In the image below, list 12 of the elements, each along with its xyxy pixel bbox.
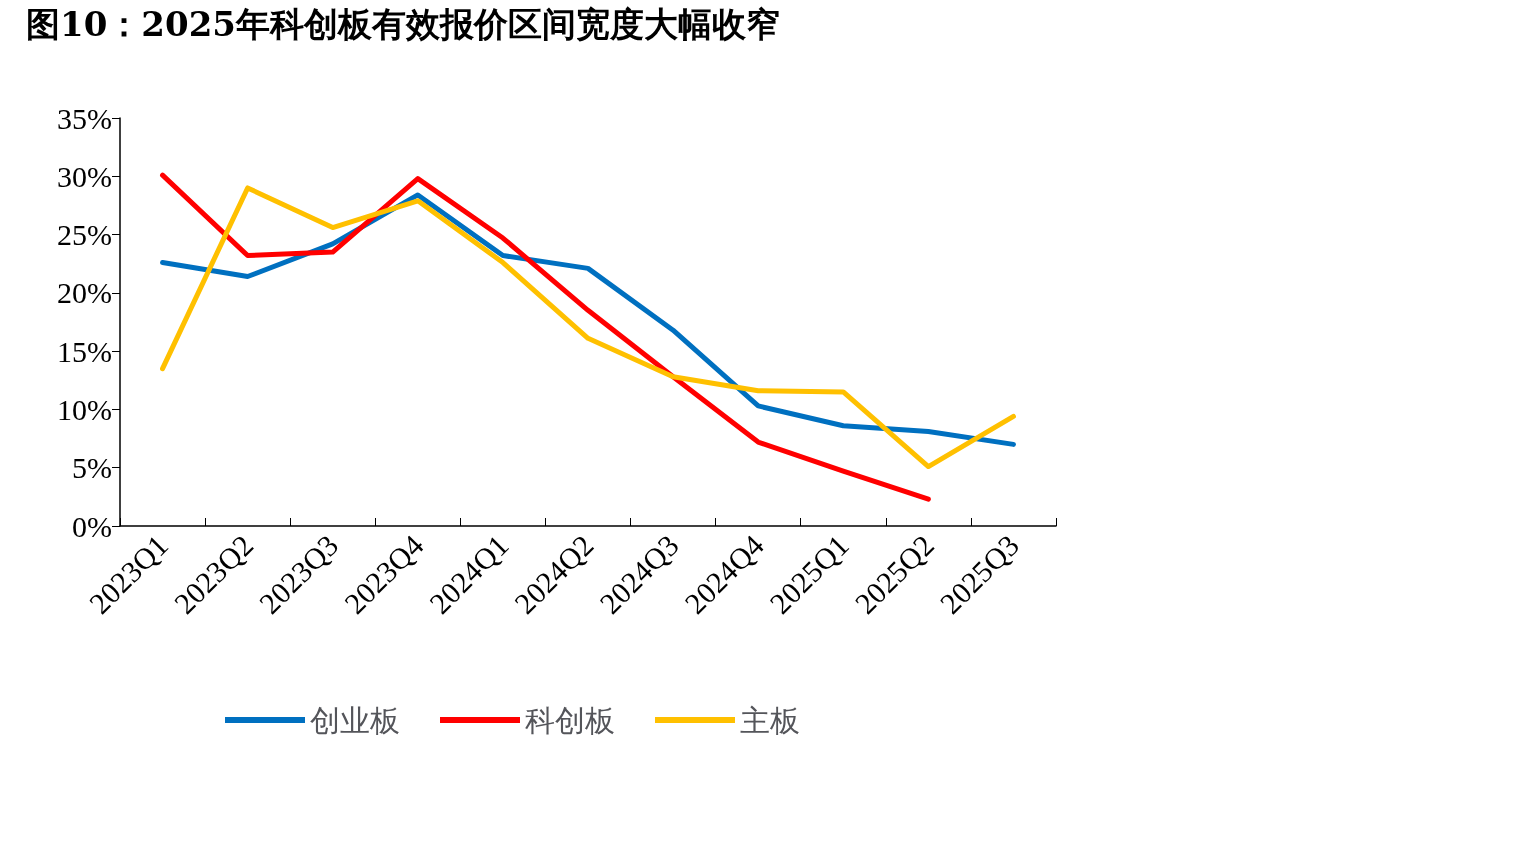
chart-title: 图10：2025年科创板有效报价区间宽度大幅收窄 (26, 3, 780, 46)
y-tick-label: 10% (57, 392, 112, 426)
legend-label: 科创板 (525, 703, 615, 737)
y-tick-label: 35% (57, 101, 112, 135)
legend-label: 主板 (740, 703, 800, 737)
y-tick-label: 30% (57, 159, 112, 193)
legend-label: 创业板 (310, 703, 400, 737)
y-tick-label: 25% (57, 218, 112, 252)
y-tick-label: 5% (72, 451, 112, 485)
y-tick-label: 20% (57, 276, 112, 310)
y-tick-label: 15% (57, 334, 112, 368)
y-tick-label: 0% (72, 509, 112, 543)
